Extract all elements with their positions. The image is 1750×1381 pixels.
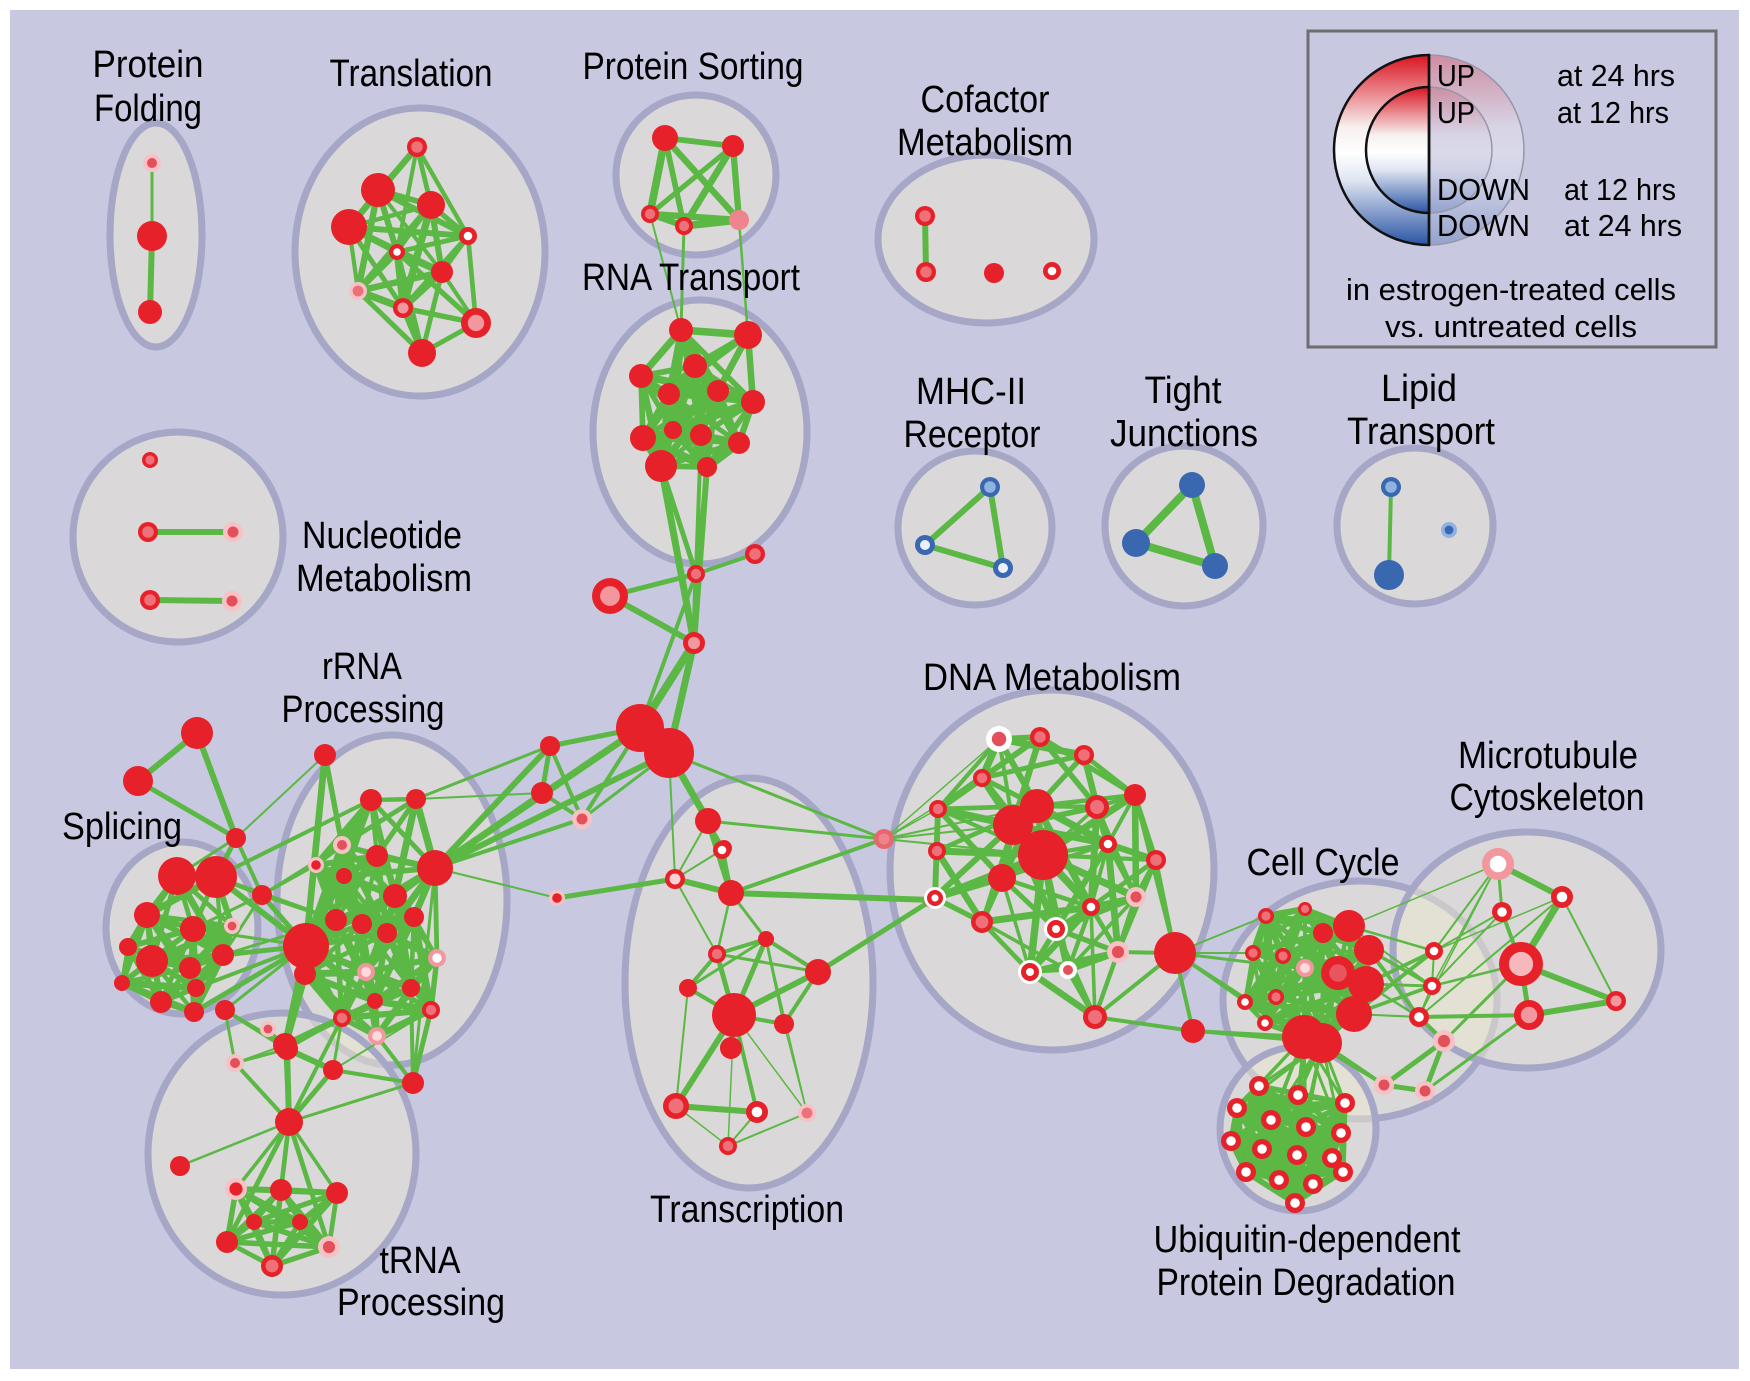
svg-text:Processing: Processing xyxy=(337,1282,505,1324)
svg-text:Protein Sorting: Protein Sorting xyxy=(583,46,804,88)
svg-text:UP: UP xyxy=(1437,58,1475,93)
svg-text:Microtubule: Microtubule xyxy=(1458,735,1638,777)
svg-text:Protein: Protein xyxy=(93,44,204,86)
svg-text:tRNA: tRNA xyxy=(380,1240,462,1282)
svg-text:Transport: Transport xyxy=(1347,411,1495,453)
svg-text:DOWN: DOWN xyxy=(1437,172,1530,207)
svg-text:rRNA: rRNA xyxy=(322,646,403,688)
svg-text:Processing: Processing xyxy=(282,689,445,731)
svg-text:RNA Transport: RNA Transport xyxy=(582,257,800,299)
svg-text:at 24 hrs: at 24 hrs xyxy=(1557,58,1675,93)
svg-text:Translation: Translation xyxy=(330,53,493,95)
svg-text:Nucleotide: Nucleotide xyxy=(302,515,462,557)
svg-text:Metabolism: Metabolism xyxy=(296,558,472,600)
svg-text:Splicing: Splicing xyxy=(62,806,182,848)
svg-text:Tight: Tight xyxy=(1145,370,1222,412)
svg-text:at 12 hrs: at 12 hrs xyxy=(1564,172,1676,207)
svg-text:DOWN: DOWN xyxy=(1437,208,1530,243)
svg-text:Lipid: Lipid xyxy=(1381,368,1457,410)
svg-text:at 12 hrs: at 12 hrs xyxy=(1557,95,1669,130)
svg-text:UP: UP xyxy=(1437,95,1475,130)
svg-text:Protein Degradation: Protein Degradation xyxy=(1157,1262,1456,1304)
svg-text:Cofactor: Cofactor xyxy=(921,79,1050,121)
svg-text:Ubiquitin-dependent: Ubiquitin-dependent xyxy=(1154,1219,1461,1261)
svg-text:Metabolism: Metabolism xyxy=(897,122,1073,164)
svg-text:in estrogen-treated cells: in estrogen-treated cells xyxy=(1346,272,1676,307)
svg-text:Junctions: Junctions xyxy=(1110,413,1258,455)
svg-text:Cytoskeleton: Cytoskeleton xyxy=(1450,777,1645,819)
svg-text:DNA Metabolism: DNA Metabolism xyxy=(923,657,1181,699)
svg-text:Cell Cycle: Cell Cycle xyxy=(1247,842,1400,884)
svg-text:Folding: Folding xyxy=(94,88,202,130)
svg-text:Transcription: Transcription xyxy=(650,1189,844,1231)
svg-text:MHC-II: MHC-II xyxy=(916,371,1026,413)
svg-text:at 24 hrs: at 24 hrs xyxy=(1564,208,1682,243)
svg-text:Receptor: Receptor xyxy=(904,414,1041,456)
svg-text:vs. untreated cells: vs. untreated cells xyxy=(1385,309,1637,344)
